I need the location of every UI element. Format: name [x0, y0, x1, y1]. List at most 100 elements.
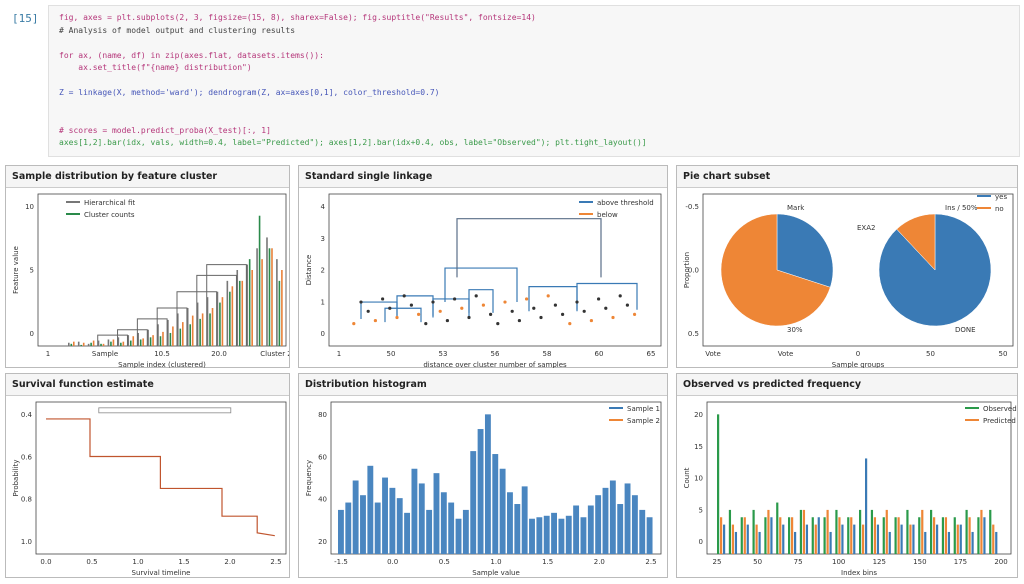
code-line: fig, axes = plt.subplots(2, 3, figsize=(… — [59, 13, 536, 22]
pie-label: Ins / 50% — [945, 204, 978, 212]
y-axis-label: Count — [683, 467, 691, 488]
bar — [870, 509, 874, 554]
histogram-bar — [521, 486, 528, 554]
y-tick-label: 10 — [694, 475, 703, 483]
bar — [865, 458, 868, 554]
y-tick-label: 20 — [694, 411, 703, 419]
bar — [80, 344, 83, 346]
bar — [132, 336, 135, 346]
bar — [219, 302, 221, 346]
bar — [944, 517, 948, 554]
panel-pies: Pie chart subset Vote Vote 0 50 50 0.5 0.0 -0.5 S… — [676, 165, 1018, 368]
bar — [236, 270, 239, 346]
pie-annotation: 30% — [787, 326, 803, 334]
y-tick-label: 5 — [699, 506, 703, 514]
y-tick-label: 0 — [30, 330, 34, 338]
leaf-point — [539, 315, 543, 320]
y-axis-label: Feature value — [12, 246, 20, 294]
y-tick-label: 80 — [318, 411, 327, 419]
y-tick-label: 4 — [321, 203, 326, 211]
bar — [221, 297, 224, 346]
bar — [841, 524, 844, 554]
x-tick-label: 50 — [753, 558, 762, 566]
code-line: axes[1,2].bar(idx, vals, width=0.4, labe… — [59, 138, 647, 147]
plot-area — [702, 193, 1014, 347]
bar — [924, 531, 927, 554]
histogram-bar — [499, 468, 506, 554]
bar — [953, 517, 956, 554]
bar — [921, 509, 924, 554]
x-axis-label: distance over cluster number of samples — [423, 361, 567, 368]
bar — [885, 509, 888, 554]
histogram-bar — [418, 483, 425, 554]
histogram-bar — [440, 492, 447, 554]
bar — [90, 342, 92, 346]
dendrogram-link — [196, 274, 237, 346]
bar — [850, 517, 853, 554]
code-editor[interactable]: fig, axes = plt.subplots(2, 3, figsize=(… — [59, 12, 647, 150]
bar — [182, 322, 184, 346]
x-tick-label: 2.5 — [270, 558, 281, 566]
legend-entry: Sample 2 — [627, 417, 660, 425]
bar — [92, 340, 95, 346]
bar — [859, 509, 862, 554]
bar — [826, 509, 829, 554]
y-tick-label: 10 — [25, 203, 34, 211]
leaf-point — [373, 318, 377, 323]
panel-dendrogram: Standard single linkage 1 50 53 56 58 60 65 0 1 2 3… — [298, 165, 668, 368]
histogram-bar — [411, 468, 418, 554]
x-tick-label: 125 — [873, 558, 886, 566]
bar — [941, 517, 945, 554]
histogram-bar — [646, 517, 653, 554]
bar — [238, 280, 241, 346]
x-axis-label: Index bins — [841, 569, 877, 577]
bar — [802, 509, 806, 554]
code-cell[interactable]: fig, axes = plt.subplots(2, 3, figsize=(… — [48, 5, 1020, 157]
leaf-point — [496, 322, 500, 326]
legend-entry: Observed — [983, 405, 1017, 413]
pie-annotation: DONE — [955, 326, 976, 334]
histogram-bar — [470, 451, 477, 554]
dendrogram-link — [528, 286, 578, 312]
leaf-point — [431, 300, 435, 304]
y-tick-label: 0 — [699, 538, 703, 546]
x-tick-label: 200 — [994, 558, 1007, 566]
legend-entry: no — [995, 205, 1004, 213]
dendrogram-link — [444, 267, 518, 303]
bar — [977, 517, 980, 554]
plot-area — [35, 401, 287, 555]
code-line: ax.set_title(f"{name} distribution") — [59, 63, 252, 72]
bar — [216, 291, 219, 346]
y-tick-label: 0.4 — [21, 411, 33, 419]
leaf-point — [568, 322, 572, 326]
histogram-bar — [609, 480, 616, 554]
bar — [157, 324, 159, 346]
bar — [728, 509, 732, 554]
y-axis-label: Distance — [305, 255, 313, 286]
bar — [918, 517, 921, 554]
bar — [189, 324, 192, 346]
code-line — [59, 37, 647, 50]
x-axis-label: Sample value — [472, 569, 520, 577]
bar — [731, 524, 735, 554]
histogram-bar — [624, 483, 631, 554]
y-tick-label: 0.5 — [688, 330, 699, 338]
leaf-point — [589, 318, 593, 323]
leaf-point — [525, 297, 529, 301]
bar — [199, 318, 201, 346]
bar — [959, 524, 962, 554]
bar — [933, 517, 936, 554]
leaf-point — [352, 322, 356, 326]
histogram-bar — [396, 498, 403, 554]
x-tick-label: 65 — [647, 350, 656, 358]
bar — [838, 517, 841, 554]
chart-title: Sample distribution by feature cluster — [6, 166, 289, 188]
bar — [129, 340, 132, 346]
bar — [755, 524, 758, 554]
pie-annotation: EXA2 — [857, 224, 875, 232]
bar — [968, 517, 971, 554]
dendrogram-link — [156, 307, 188, 346]
y-tick-label: 0 — [321, 330, 325, 338]
code-line: Z = linkage(X, method='ward'); dendrogra… — [59, 88, 440, 97]
leaf-point — [517, 318, 521, 323]
